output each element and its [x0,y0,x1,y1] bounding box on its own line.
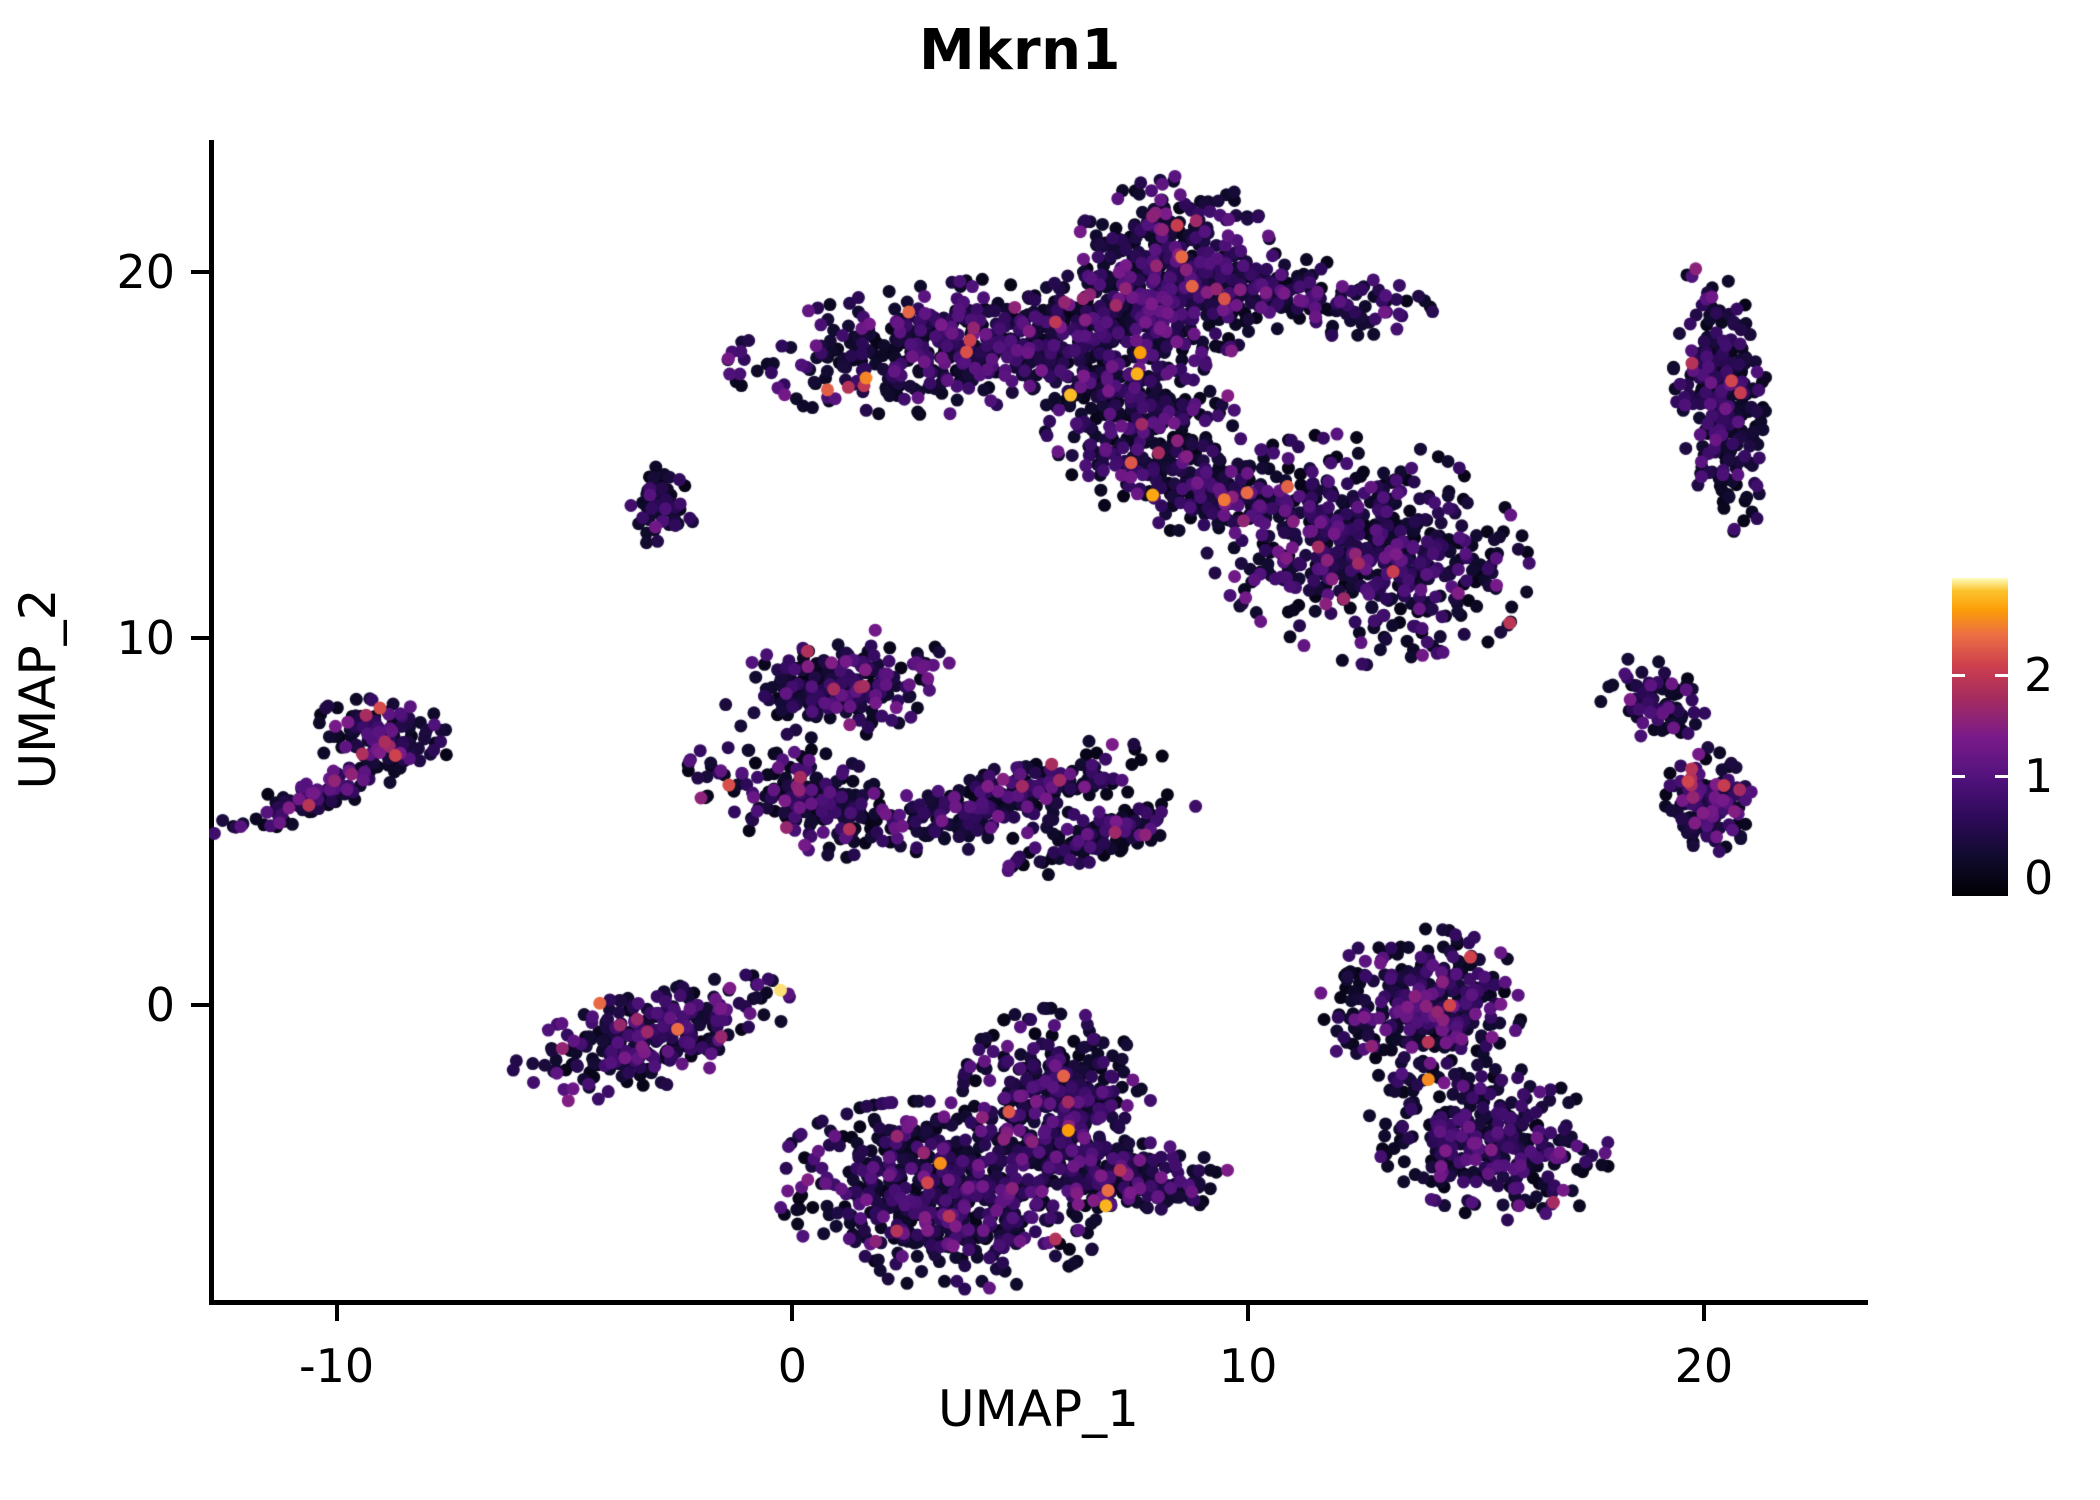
y-tick-mark [191,1002,209,1007]
scatter-points-layer [209,140,1868,1305]
x-tick-mark [334,1305,339,1321]
colorbar-tick-mark [1952,673,2008,677]
colorbar-tick-mark [1952,775,2008,779]
x-axis-label: UMAP_1 [938,1380,1139,1438]
y-tick-label: 10 [116,611,175,666]
colorbar-gradient [1952,578,2008,896]
colorbar-tick-label: 2 [2024,647,2054,702]
x-tick-label: 10 [1218,1339,1278,1393]
y-tick-label: 0 [145,977,175,1032]
x-tick-label: 20 [1674,1339,1734,1393]
y-axis-label: UMAP_2 [9,588,67,790]
y-tick-mark [191,269,209,274]
colorbar-tick-label: 0 [2024,850,2054,905]
colorbar-tick-label: 1 [2024,749,2054,804]
plot-axes-area: -10 0 10 20 0 10 20 [116,140,1868,1393]
x-tick-mark [1246,1305,1251,1321]
y-tick-mark [191,636,209,641]
x-tick-label: -10 [299,1339,375,1393]
x-tick-mark [1701,1305,1706,1321]
x-tick-label: 0 [777,1339,808,1393]
y-tick-label: 20 [116,244,175,299]
colorbar: 0 1 2 [1952,578,2092,905]
page-title: Mkrn1 [919,18,1121,83]
x-tick-mark [790,1305,795,1321]
